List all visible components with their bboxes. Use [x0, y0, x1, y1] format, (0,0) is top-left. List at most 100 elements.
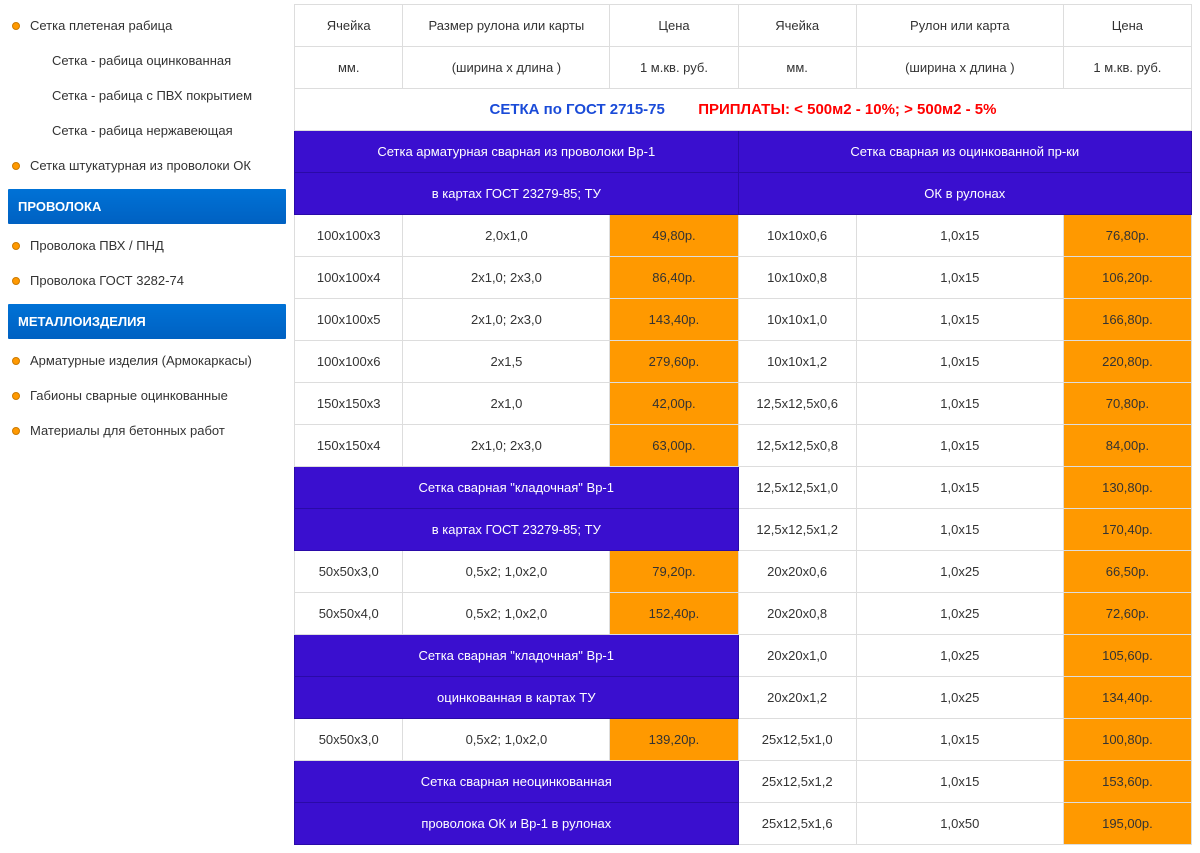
sidebar-item-label: Арматурные изделия (Армокаркасы) — [30, 353, 252, 368]
table-cell: 100х100х3 — [295, 215, 403, 257]
table-row: 50х50х3,00,5x2; 1,0x2,0139,20р.25х12,5х1… — [295, 719, 1192, 761]
table-cell: 220,80р. — [1063, 341, 1191, 383]
table-cell: 0,5x2; 1,0x2,0 — [403, 551, 610, 593]
sidebar-header: ПРОВОЛОКА — [8, 189, 286, 224]
bullet-icon — [12, 277, 20, 285]
table-cell: Сетка сварная "кладочная" Вр-1 — [295, 467, 739, 509]
table-row: 100х100х52x1,0; 2x3,0143,40р.10х10х1,01,… — [295, 299, 1192, 341]
sidebar-item[interactable]: Проволока ГОСТ 3282-74 — [8, 263, 286, 298]
table-cell: 1,0x15 — [856, 383, 1063, 425]
table-cell: 12,5х12,5х0,8 — [738, 425, 856, 467]
table-row: 150х150х42x1,0; 2x3,063,00р.12,5х12,5х0,… — [295, 425, 1192, 467]
table-cell: 1,0x25 — [856, 551, 1063, 593]
table-cell: 49,80р. — [610, 215, 738, 257]
table-cell: Сетка сварная из оцинкованной пр-ки — [738, 131, 1191, 173]
sidebar-item[interactable]: Сетка плетеная рабица — [8, 8, 286, 43]
table-cell: 72,60р. — [1063, 593, 1191, 635]
table-cell: 12,5х12,5х1,2 — [738, 509, 856, 551]
sidebar-item-label: Сетка плетеная рабица — [30, 18, 172, 33]
table-cell: 70,80р. — [1063, 383, 1191, 425]
main-content: ЯчейкаРазмер рулона или картыЦенаЯчейкаР… — [290, 0, 1200, 853]
table-row: оцинкованная в картах ТУ20х20х1,21,0x251… — [295, 677, 1192, 719]
banner-row: СЕТКА по ГОСТ 2715-75 ПРИПЛАТЫ: < 500м2 … — [295, 89, 1192, 131]
table-row: 100х100х32,0x1,049,80р.10х10х0,61,0x1576… — [295, 215, 1192, 257]
table-cell: 100,80р. — [1063, 719, 1191, 761]
table-cell: 20х20х0,6 — [738, 551, 856, 593]
table-cell: 1 м.кв. руб. — [610, 47, 738, 89]
table-cell: Ячейка — [295, 5, 403, 47]
table-cell: 1,0x15 — [856, 257, 1063, 299]
table-cell: 279,60р. — [610, 341, 738, 383]
table-row: 100х100х42x1,0; 2x3,086,40р.10х10х0,81,0… — [295, 257, 1192, 299]
table-cell: 130,80р. — [1063, 467, 1191, 509]
table-cell: 1,0x15 — [856, 299, 1063, 341]
table-cell: в картах ГОСТ 23279-85; ТУ — [295, 509, 739, 551]
bullet-icon — [12, 357, 20, 365]
table-cell: 2x1,0; 2x3,0 — [403, 299, 610, 341]
table-cell: 153,60р. — [1063, 761, 1191, 803]
table-cell: в картах ГОСТ 23279-85; ТУ — [295, 173, 739, 215]
table-header-row: мм.(ширина x длина )1 м.кв. руб.мм.(шири… — [295, 47, 1192, 89]
table-cell: 0,5x2; 1,0x2,0 — [403, 593, 610, 635]
table-cell: проволока ОК и Вр-1 в рулонах — [295, 803, 739, 845]
table-cell: 100х100х5 — [295, 299, 403, 341]
sidebar-item[interactable]: Габионы сварные оцинкованные — [8, 378, 286, 413]
table-cell: 150х150х4 — [295, 425, 403, 467]
table-cell: 195,00р. — [1063, 803, 1191, 845]
sidebar-item[interactable]: Арматурные изделия (Армокаркасы) — [8, 343, 286, 378]
sidebar-header-label: МЕТАЛЛОИЗДЕЛИЯ — [18, 314, 146, 329]
table-cell: Размер рулона или карты — [403, 5, 610, 47]
table-cell: 42,00р. — [610, 383, 738, 425]
table-cell: 139,20р. — [610, 719, 738, 761]
table-cell: оцинкованная в картах ТУ — [295, 677, 739, 719]
table-cell: Цена — [610, 5, 738, 47]
table-cell: 25х12,5х1,6 — [738, 803, 856, 845]
table-cell: 143,40р. — [610, 299, 738, 341]
table-cell: 10х10х1,2 — [738, 341, 856, 383]
table-row: 150х150х32x1,042,00р.12,5х12,5х0,61,0x15… — [295, 383, 1192, 425]
table-cell: 50х50х4,0 — [295, 593, 403, 635]
sidebar-item-label: Сетка - рабица оцинкованная — [52, 53, 231, 68]
table-cell: 25х12,5х1,2 — [738, 761, 856, 803]
table-cell: 134,40р. — [1063, 677, 1191, 719]
table-row: Сетка сварная "кладочная" Вр-112,5х12,5х… — [295, 467, 1192, 509]
table-cell: ОК в рулонах — [738, 173, 1191, 215]
sidebar-item[interactable]: Сетка штукатурная из проволоки ОК — [8, 148, 286, 183]
sidebar-header-label: ПРОВОЛОКА — [18, 199, 101, 214]
sidebar-item-label: Сетка - рабица нержавеющая — [52, 123, 233, 138]
table-cell: Рулон или карта — [856, 5, 1063, 47]
table-cell: 84,00р. — [1063, 425, 1191, 467]
table-cell: 1,0x25 — [856, 635, 1063, 677]
table-cell: 76,80р. — [1063, 215, 1191, 257]
table-cell: 166,80р. — [1063, 299, 1191, 341]
table-cell: 1,0x25 — [856, 677, 1063, 719]
sidebar-item[interactable]: Материалы для бетонных работ — [8, 413, 286, 448]
sidebar-item[interactable]: Сетка - рабица с ПВХ покрытием — [8, 78, 286, 113]
table-cell: 1,0x15 — [856, 425, 1063, 467]
table-row: 50х50х4,00,5x2; 1,0x2,0152,40р.20х20х0,8… — [295, 593, 1192, 635]
table-cell: Сетка арматурная сварная из проволоки Вр… — [295, 131, 739, 173]
table-cell: мм. — [738, 47, 856, 89]
table-cell: 1 м.кв. руб. — [1063, 47, 1191, 89]
table-cell: 12,5х12,5х0,6 — [738, 383, 856, 425]
table-cell: 2x1,0; 2x3,0 — [403, 425, 610, 467]
table-cell: 150х150х3 — [295, 383, 403, 425]
table-cell: 2x1,0; 2x3,0 — [403, 257, 610, 299]
sidebar-item-label: Сетка штукатурная из проволоки ОК — [30, 158, 251, 173]
sidebar-item-label: Сетка - рабица с ПВХ покрытием — [52, 88, 252, 103]
table-cell: (ширина x длина ) — [403, 47, 610, 89]
sidebar-item[interactable]: Проволока ПВХ / ПНД — [8, 228, 286, 263]
table-cell: 1,0x15 — [856, 215, 1063, 257]
sidebar-item-label: Проволока ПВХ / ПНД — [30, 238, 164, 253]
table-cell: мм. — [295, 47, 403, 89]
table-cell: 10х10х1,0 — [738, 299, 856, 341]
table-cell: 152,40р. — [610, 593, 738, 635]
table-cell: 1,0x15 — [856, 467, 1063, 509]
bullet-icon — [12, 22, 20, 30]
group-header-row: в картах ГОСТ 23279-85; ТУОК в рулонах — [295, 173, 1192, 215]
table-cell: 10х10х0,6 — [738, 215, 856, 257]
table-cell: 1,0x15 — [856, 509, 1063, 551]
sidebar-item[interactable]: Сетка - рабица нержавеющая — [8, 113, 286, 148]
banner-left: СЕТКА по ГОСТ 2715-75 — [490, 101, 665, 118]
sidebar-item[interactable]: Сетка - рабица оцинкованная — [8, 43, 286, 78]
